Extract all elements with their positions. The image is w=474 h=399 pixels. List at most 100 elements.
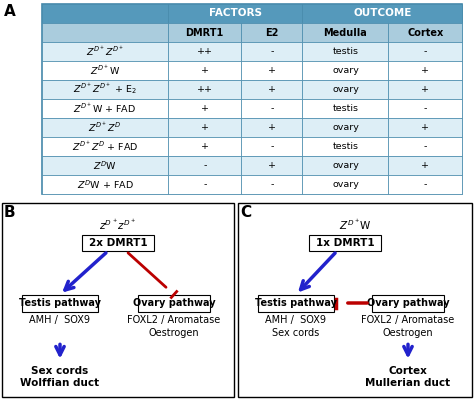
Text: +: + bbox=[201, 142, 209, 151]
Bar bbox=[389, 80, 462, 99]
Bar bbox=[302, 175, 389, 194]
Bar bbox=[42, 61, 168, 80]
Bar bbox=[42, 175, 168, 194]
Text: -: - bbox=[424, 142, 427, 151]
Text: ovary: ovary bbox=[332, 85, 359, 94]
Text: +: + bbox=[201, 104, 209, 113]
Text: DMRT1: DMRT1 bbox=[186, 28, 224, 38]
Bar bbox=[168, 118, 241, 137]
Bar bbox=[372, 294, 444, 312]
Text: +: + bbox=[201, 123, 209, 132]
Bar bbox=[168, 4, 302, 23]
Bar bbox=[42, 118, 168, 137]
Text: $Z^{D}$W + FAD: $Z^{D}$W + FAD bbox=[77, 178, 134, 191]
Text: ovary: ovary bbox=[332, 161, 359, 170]
Text: E2: E2 bbox=[265, 28, 279, 38]
Text: AMH /  SOX9: AMH / SOX9 bbox=[29, 316, 91, 326]
Bar bbox=[241, 61, 302, 80]
Bar bbox=[389, 175, 462, 194]
Text: +: + bbox=[421, 66, 429, 75]
Bar bbox=[258, 294, 334, 312]
Bar bbox=[302, 156, 389, 175]
Text: -: - bbox=[270, 104, 273, 113]
Text: Testis pathway: Testis pathway bbox=[19, 298, 101, 308]
Text: FOXL2 / Aromatase
Oestrogen: FOXL2 / Aromatase Oestrogen bbox=[128, 316, 220, 338]
Text: Cortex: Cortex bbox=[407, 28, 443, 38]
Text: -: - bbox=[424, 104, 427, 113]
Text: B: B bbox=[4, 205, 16, 220]
Text: AMH /  SOX9
Sex cords: AMH / SOX9 Sex cords bbox=[265, 316, 327, 338]
Bar bbox=[302, 137, 389, 156]
Bar bbox=[302, 4, 462, 23]
Text: -: - bbox=[270, 142, 273, 151]
Bar bbox=[241, 156, 302, 175]
Text: $Z^{D^+}Z^{D}$ + FAD: $Z^{D^+}Z^{D}$ + FAD bbox=[72, 140, 138, 153]
Bar bbox=[389, 99, 462, 118]
Text: +: + bbox=[421, 123, 429, 132]
Text: ovary: ovary bbox=[332, 66, 359, 75]
Bar bbox=[302, 118, 389, 137]
Bar bbox=[389, 156, 462, 175]
Text: testis: testis bbox=[332, 104, 358, 113]
Text: $Z^{D^+}Z^{D}$: $Z^{D^+}Z^{D}$ bbox=[89, 120, 121, 134]
Bar bbox=[389, 42, 462, 61]
Text: 1x DMRT1: 1x DMRT1 bbox=[316, 238, 374, 248]
Bar bbox=[42, 137, 168, 156]
Text: Cortex
Mullerian duct: Cortex Mullerian duct bbox=[365, 365, 451, 388]
Bar bbox=[42, 4, 168, 23]
Bar bbox=[389, 61, 462, 80]
Text: $Z^{D^+}Z^{D^+}$ + E$_2$: $Z^{D^+}Z^{D^+}$ + E$_2$ bbox=[73, 82, 137, 97]
Text: Ovary pathway: Ovary pathway bbox=[367, 298, 449, 308]
Bar bbox=[302, 23, 389, 42]
Text: OUTCOME: OUTCOME bbox=[353, 8, 411, 18]
Text: testis: testis bbox=[332, 142, 358, 151]
Text: -: - bbox=[203, 161, 207, 170]
Text: testis: testis bbox=[332, 47, 358, 56]
Text: +: + bbox=[201, 66, 209, 75]
Text: +: + bbox=[268, 66, 276, 75]
Bar bbox=[302, 99, 389, 118]
Bar bbox=[42, 23, 168, 42]
Bar bbox=[241, 137, 302, 156]
Text: $Z^{D}$W: $Z^{D}$W bbox=[93, 159, 117, 172]
Bar bbox=[42, 4, 462, 194]
Bar bbox=[168, 23, 241, 42]
Bar bbox=[168, 137, 241, 156]
Bar bbox=[241, 80, 302, 99]
Bar bbox=[302, 61, 389, 80]
Bar bbox=[389, 137, 462, 156]
Text: -: - bbox=[424, 180, 427, 189]
Text: +: + bbox=[268, 85, 276, 94]
Text: -: - bbox=[424, 47, 427, 56]
Bar bbox=[302, 80, 389, 99]
Text: FACTORS: FACTORS bbox=[209, 8, 262, 18]
Bar bbox=[238, 203, 472, 397]
Bar bbox=[241, 42, 302, 61]
Bar bbox=[42, 80, 168, 99]
Bar bbox=[168, 42, 241, 61]
Text: ovary: ovary bbox=[332, 123, 359, 132]
Text: Testis pathway: Testis pathway bbox=[255, 298, 337, 308]
Text: C: C bbox=[240, 205, 251, 220]
Bar bbox=[241, 23, 302, 42]
Bar bbox=[168, 175, 241, 194]
Bar bbox=[42, 156, 168, 175]
Text: FOXL2 / Aromatase
Oestrogen: FOXL2 / Aromatase Oestrogen bbox=[361, 316, 455, 338]
Text: $Z^{D^+}$W + FAD: $Z^{D^+}$W + FAD bbox=[73, 102, 137, 115]
Bar bbox=[42, 99, 168, 118]
Bar bbox=[22, 294, 98, 312]
Bar bbox=[168, 99, 241, 118]
Text: Sex cords
Wolffian duct: Sex cords Wolffian duct bbox=[20, 365, 100, 388]
Text: A: A bbox=[4, 4, 16, 19]
Text: -: - bbox=[270, 180, 273, 189]
Text: $z^{D^+}z^{D^+}$: $z^{D^+}z^{D^+}$ bbox=[99, 217, 137, 231]
Text: ++: ++ bbox=[197, 47, 213, 56]
Text: +: + bbox=[268, 161, 276, 170]
Bar bbox=[168, 80, 241, 99]
Bar bbox=[168, 61, 241, 80]
Bar bbox=[168, 156, 241, 175]
Text: +: + bbox=[421, 85, 429, 94]
Text: $Z^{D^+}Z^{D^+}$: $Z^{D^+}Z^{D^+}$ bbox=[86, 45, 124, 58]
Text: +: + bbox=[421, 161, 429, 170]
Bar bbox=[241, 99, 302, 118]
